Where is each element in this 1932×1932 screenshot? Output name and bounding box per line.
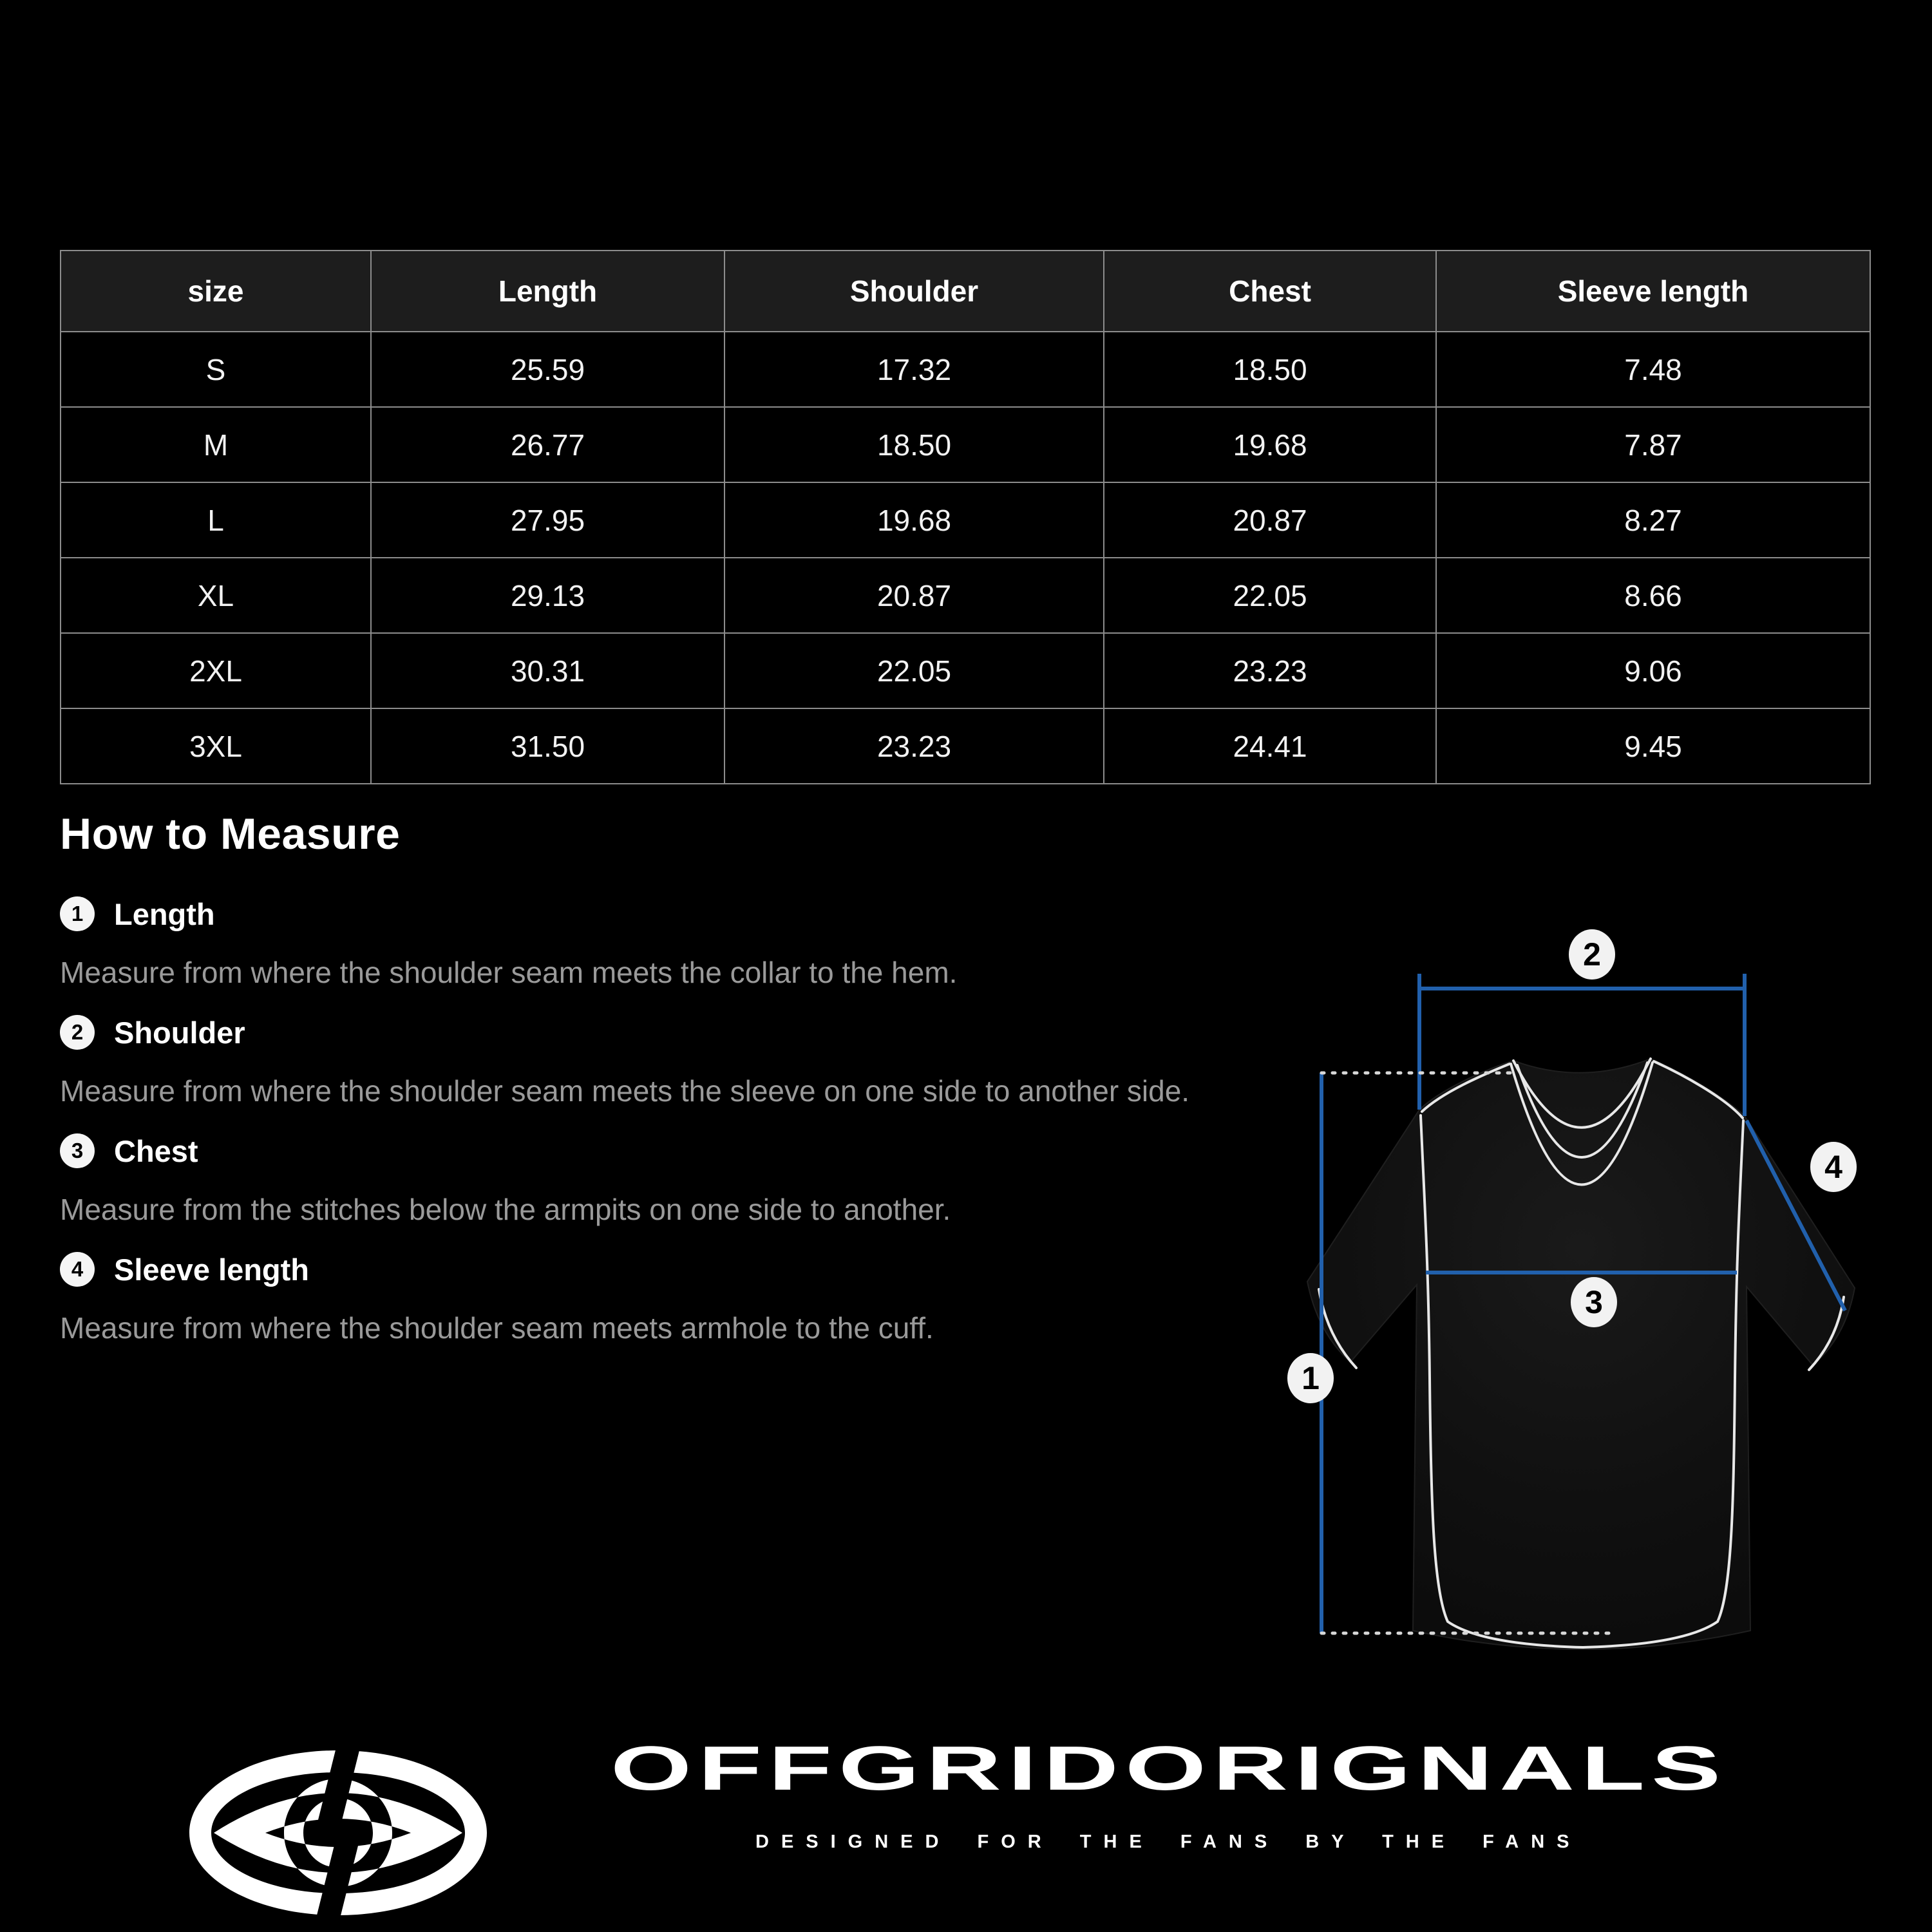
cell-length: 31.50	[370, 708, 725, 784]
measure-item-shoulder: 2 Shoulder Measure from where the should…	[60, 1015, 1245, 1108]
column-header-sleeve-length: Sleeve length	[1435, 250, 1871, 332]
brand-tagline: DESIGNED FOR THE FANS BY THE FANS	[755, 1832, 1582, 1852]
cell-chest: 24.41	[1103, 708, 1437, 784]
cell-shoulder: 18.50	[724, 406, 1104, 483]
table-row: XL 29.13 20.87 22.05 8.66	[60, 557, 1871, 634]
cell-sleeve: 7.48	[1435, 331, 1871, 408]
cell-sleeve: 9.45	[1435, 708, 1871, 784]
dotted-guide-lines	[1320, 1071, 1613, 1635]
cell-length: 30.31	[370, 632, 725, 709]
measure-item-label-row: 2 Shoulder	[60, 1015, 1245, 1050]
measure-item-label: Length	[114, 896, 215, 931]
number-badge-2: 2	[60, 1015, 95, 1050]
size-chart-header-row: size Length Shoulder Chest Sleeve length	[60, 250, 1871, 332]
table-row: 3XL 31.50 23.23 24.41 9.45	[60, 708, 1871, 784]
measurement-lines	[1320, 974, 1847, 1633]
cell-length: 26.77	[370, 406, 725, 483]
brand-logo	[188, 1742, 488, 1924]
cell-chest: 23.23	[1103, 632, 1437, 709]
measure-item-length: 1 Length Measure from where the shoulder…	[60, 896, 1245, 989]
diagram-badge-4: 4	[1824, 1149, 1842, 1185]
size-chart-table: size Length Shoulder Chest Sleeve length…	[60, 250, 1871, 784]
tshirt-silhouette	[1306, 1057, 1856, 1650]
measure-item-description: Measure from where the shoulder seam mee…	[60, 956, 958, 989]
measure-item-description: Measure from where the shoulder seam mee…	[60, 1074, 1190, 1108]
cell-sleeve: 9.06	[1435, 632, 1871, 709]
measure-item-label-row: 4 Sleeve length	[60, 1252, 1245, 1287]
cell-sleeve: 8.66	[1435, 557, 1871, 634]
number-badge-3: 3	[60, 1133, 95, 1168]
cell-length: 25.59	[370, 331, 725, 408]
cell-shoulder: 17.32	[724, 331, 1104, 408]
diagram-badge-1: 1	[1302, 1360, 1320, 1396]
measure-item-label: Shoulder	[114, 1015, 245, 1050]
diagram-badge-4-circle	[1810, 1142, 1857, 1192]
orbit-eye-logo-icon	[189, 1742, 487, 1924]
diagram-badges: 1 2 3 4	[1287, 929, 1857, 1403]
table-row: L 27.95 19.68 20.87 8.27	[60, 482, 1871, 558]
diagram-badge-2: 2	[1583, 936, 1601, 972]
cell-chest: 19.68	[1103, 406, 1437, 483]
tshirt-diagram-svg: 1 2 3 4	[1287, 929, 1857, 1650]
cell-sleeve: 7.87	[1435, 406, 1871, 483]
cell-size: L	[60, 482, 372, 558]
measure-item-label-row: 3 Chest	[60, 1133, 1245, 1168]
cell-shoulder: 23.23	[724, 708, 1104, 784]
cell-chest: 18.50	[1103, 331, 1437, 408]
table-row: M 26.77 18.50 19.68 7.87	[60, 406, 1871, 483]
measure-item-chest: 3 Chest Measure from the stitches below …	[60, 1133, 1245, 1226]
brand-wordmark: OFFGRIDORIGNALS	[611, 1733, 1728, 1803]
cell-chest: 22.05	[1103, 557, 1437, 634]
how-to-measure-title: How to Measure	[60, 810, 401, 858]
cell-length: 29.13	[370, 557, 725, 634]
measure-item-label: Sleeve length	[114, 1252, 309, 1287]
how-to-measure-section: How to Measure 1 Length Measure from whe…	[60, 809, 1245, 1345]
cell-shoulder: 22.05	[724, 632, 1104, 709]
cell-size: M	[60, 406, 372, 483]
diagram-badge-2-circle	[1569, 929, 1615, 980]
number-badge-4: 4	[60, 1252, 95, 1287]
column-header-length: Length	[370, 250, 725, 332]
logo-slots	[316, 1742, 360, 1924]
cell-size: 3XL	[60, 708, 372, 784]
cell-shoulder: 20.87	[724, 557, 1104, 634]
measure-item-description: Measure from the stitches below the armp…	[60, 1193, 951, 1226]
measure-item-label-row: 1 Length	[60, 896, 1245, 931]
column-header-chest: Chest	[1103, 250, 1437, 332]
measure-item-label: Chest	[114, 1133, 198, 1168]
table-row: S 25.59 17.32 18.50 7.48	[60, 331, 1871, 408]
cell-size: 2XL	[60, 632, 372, 709]
diagram-badge-3: 3	[1585, 1284, 1603, 1320]
measure-item-description: Measure from where the shoulder seam mee…	[60, 1311, 934, 1345]
column-header-shoulder: Shoulder	[724, 250, 1104, 332]
cell-size: S	[60, 331, 372, 408]
cell-sleeve: 8.27	[1435, 482, 1871, 558]
number-badge-1: 1	[60, 896, 95, 931]
column-header-size: size	[60, 250, 372, 332]
cell-length: 27.95	[370, 482, 725, 558]
cell-size: XL	[60, 557, 372, 634]
measure-item-sleeve-length: 4 Sleeve length Measure from where the s…	[60, 1252, 1245, 1345]
table-row: 2XL 30.31 22.05 23.23 9.06	[60, 632, 1871, 709]
tshirt-diagram: 1 2 3 4	[1262, 927, 1932, 1681]
cell-shoulder: 19.68	[724, 482, 1104, 558]
diagram-badge-3-circle	[1571, 1277, 1617, 1327]
cell-chest: 20.87	[1103, 482, 1437, 558]
diagram-badge-1-circle	[1287, 1353, 1334, 1403]
